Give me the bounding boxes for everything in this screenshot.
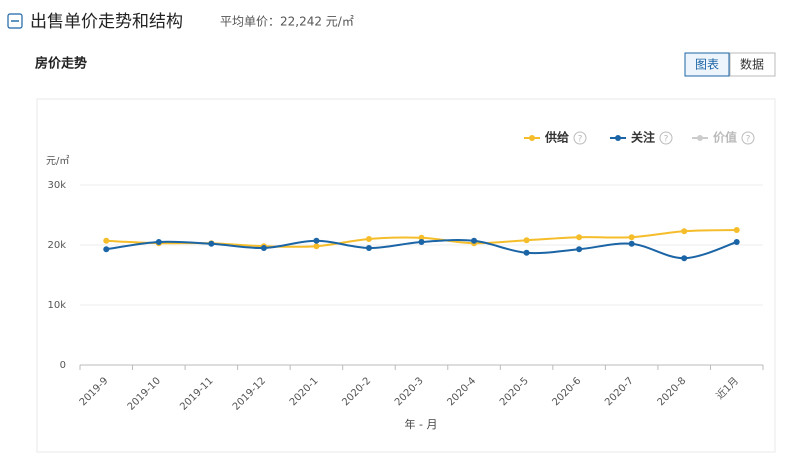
legend-marker [529, 135, 535, 141]
legend-label[interactable]: 供给 [544, 130, 569, 145]
data-point [103, 237, 110, 244]
x-tick-label: 2020-1 [288, 375, 321, 408]
x-tick-label: 2019-12 [231, 375, 268, 412]
y-tick-label: 0 [60, 360, 66, 371]
x-tick-label: 2019-9 [78, 375, 111, 408]
average-price: 平均单价：22,242 元/㎡ [220, 15, 354, 29]
data-point [733, 227, 740, 233]
legend-marker [697, 135, 703, 141]
data-point [681, 228, 688, 235]
x-tick-label: 2020-7 [603, 375, 636, 408]
data-point [523, 237, 530, 244]
legend-label[interactable]: 价值 [713, 130, 737, 145]
page-title: 出售单价走势和结构 [30, 12, 183, 32]
data-point [313, 243, 320, 250]
x-tick-label: 2020-2 [340, 375, 373, 408]
help-icon-glyph: ? [578, 135, 583, 145]
help-icon-glyph: ? [664, 135, 669, 145]
data-point [365, 236, 372, 242]
help-icon [573, 131, 587, 145]
data-point [733, 239, 740, 245]
x-tick-label: 2020-6 [551, 375, 584, 408]
chart-panel [36, 98, 776, 453]
data-point [260, 245, 267, 251]
legend-marker [615, 135, 621, 141]
tab-button[interactable] [729, 52, 776, 77]
data-point [418, 234, 425, 241]
data-point [208, 240, 215, 247]
x-tick-label: 2020-5 [498, 375, 531, 408]
x-tick-label: 近1月 [713, 374, 741, 402]
data-point [628, 240, 635, 247]
x-tick-label: 2020-4 [445, 375, 478, 408]
data-point [576, 234, 583, 241]
data-point [523, 249, 530, 256]
data-point [576, 246, 583, 253]
tab-label[interactable]: 数据 [740, 57, 764, 72]
data-point [681, 255, 688, 262]
x-tick-label: 2020-8 [656, 375, 689, 408]
data-point [471, 237, 478, 244]
help-icon [741, 131, 755, 145]
help-icon [659, 131, 673, 145]
data-point [628, 234, 635, 241]
x-tick-label: 2019-10 [126, 375, 163, 412]
y-unit: 元/㎡ [46, 155, 69, 167]
y-tick-label: 20k [47, 240, 66, 251]
data-point [365, 245, 372, 251]
data-point [103, 246, 110, 253]
help-icon-glyph: ? [746, 135, 751, 145]
y-tick-label: 30k [47, 180, 66, 191]
x-tick-label: 2019-11 [178, 375, 215, 412]
x-tick-label: 2020-3 [393, 375, 426, 408]
data-point [418, 239, 425, 245]
data-point [313, 237, 320, 244]
section-title: 房价走势 [35, 56, 87, 72]
data-point [155, 239, 162, 245]
legend-label[interactable]: 关注 [631, 130, 655, 145]
tab-label[interactable]: 图表 [695, 58, 719, 72]
collapse-icon[interactable] [7, 13, 23, 29]
y-tick-label: 10k [47, 300, 66, 311]
x-axis-title: 年 - 月 [405, 417, 438, 431]
tab-button[interactable] [684, 52, 730, 77]
